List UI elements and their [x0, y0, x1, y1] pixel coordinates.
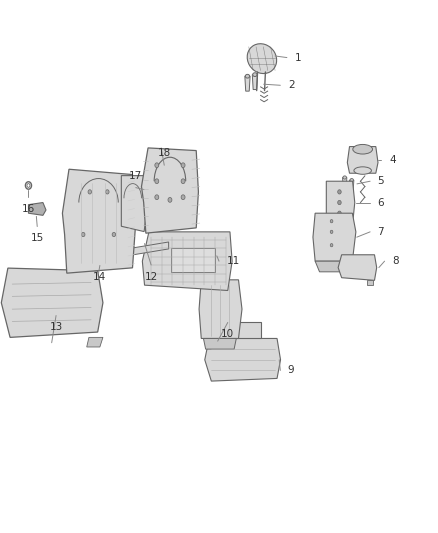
Ellipse shape — [181, 163, 185, 168]
Polygon shape — [121, 176, 148, 231]
Polygon shape — [326, 181, 355, 224]
Ellipse shape — [354, 167, 371, 174]
Text: 17: 17 — [129, 171, 142, 181]
Ellipse shape — [343, 176, 346, 179]
Polygon shape — [367, 280, 373, 285]
Text: 5: 5 — [378, 176, 384, 186]
Polygon shape — [343, 177, 347, 191]
Polygon shape — [203, 338, 237, 349]
Ellipse shape — [245, 74, 250, 78]
Polygon shape — [87, 337, 103, 347]
Ellipse shape — [338, 211, 341, 215]
Text: 4: 4 — [389, 155, 396, 165]
Ellipse shape — [338, 190, 341, 194]
Ellipse shape — [81, 232, 85, 237]
Ellipse shape — [353, 144, 372, 154]
Polygon shape — [350, 180, 354, 193]
Ellipse shape — [181, 195, 185, 199]
Polygon shape — [347, 147, 378, 173]
Text: 13: 13 — [49, 322, 63, 333]
Text: 18: 18 — [158, 148, 171, 158]
Ellipse shape — [155, 179, 159, 183]
Text: 7: 7 — [378, 227, 384, 237]
Text: 8: 8 — [392, 256, 399, 266]
Polygon shape — [234, 322, 261, 338]
Ellipse shape — [106, 190, 109, 194]
Polygon shape — [120, 242, 169, 257]
Polygon shape — [338, 255, 377, 280]
Ellipse shape — [350, 179, 353, 182]
Ellipse shape — [88, 190, 92, 194]
Ellipse shape — [155, 163, 159, 168]
Text: 2: 2 — [288, 80, 295, 90]
Ellipse shape — [330, 244, 333, 247]
Polygon shape — [63, 169, 136, 273]
Ellipse shape — [338, 200, 341, 205]
Polygon shape — [205, 338, 281, 381]
Ellipse shape — [112, 232, 116, 237]
Ellipse shape — [330, 230, 333, 233]
Text: 1: 1 — [294, 53, 301, 62]
Polygon shape — [199, 280, 242, 338]
Polygon shape — [313, 213, 356, 261]
Text: 14: 14 — [93, 272, 106, 282]
Ellipse shape — [181, 179, 185, 183]
Polygon shape — [28, 203, 46, 215]
Ellipse shape — [247, 44, 277, 74]
Polygon shape — [252, 75, 258, 90]
Polygon shape — [245, 76, 250, 91]
Text: 12: 12 — [145, 272, 158, 282]
Ellipse shape — [253, 73, 257, 76]
Text: 16: 16 — [22, 204, 35, 214]
Polygon shape — [141, 148, 198, 233]
Text: 6: 6 — [378, 198, 384, 207]
Polygon shape — [315, 261, 352, 272]
Polygon shape — [142, 232, 232, 290]
Text: 9: 9 — [288, 366, 294, 375]
Text: 15: 15 — [31, 233, 44, 244]
Polygon shape — [1, 268, 103, 337]
Ellipse shape — [155, 195, 159, 199]
Text: 11: 11 — [226, 256, 240, 266]
Ellipse shape — [168, 197, 172, 203]
Text: 10: 10 — [221, 329, 234, 340]
Polygon shape — [171, 248, 215, 272]
Ellipse shape — [330, 220, 333, 223]
